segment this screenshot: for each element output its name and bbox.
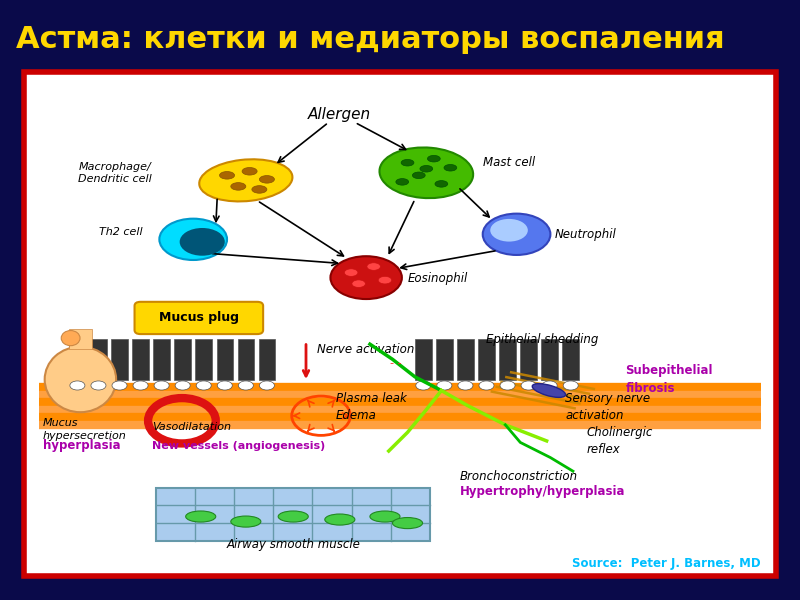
Ellipse shape: [186, 511, 216, 522]
Ellipse shape: [325, 514, 355, 525]
Bar: [154, 339, 170, 380]
Ellipse shape: [180, 228, 225, 256]
Ellipse shape: [490, 219, 528, 242]
Ellipse shape: [542, 381, 557, 390]
Ellipse shape: [367, 263, 381, 271]
Text: Sensory nerve
activation: Sensory nerve activation: [566, 392, 650, 422]
Ellipse shape: [416, 381, 431, 390]
Bar: [132, 339, 149, 380]
Ellipse shape: [521, 381, 536, 390]
Ellipse shape: [401, 160, 414, 166]
Ellipse shape: [230, 516, 261, 527]
Text: Eosinophil: Eosinophil: [407, 272, 468, 285]
Text: Neutrophil: Neutrophil: [555, 228, 617, 241]
Ellipse shape: [159, 218, 227, 260]
Bar: [436, 339, 453, 380]
Text: New vessels (angiogenesis): New vessels (angiogenesis): [152, 441, 325, 451]
Text: Mast cell: Mast cell: [482, 156, 535, 169]
Ellipse shape: [154, 381, 169, 390]
Text: Subepithelial
fibrosis: Subepithelial fibrosis: [626, 364, 713, 395]
Text: Nerve activation: Nerve activation: [318, 343, 414, 356]
Bar: [457, 339, 474, 380]
Bar: [69, 339, 86, 380]
Ellipse shape: [532, 383, 566, 397]
Ellipse shape: [230, 182, 246, 190]
Ellipse shape: [112, 381, 127, 390]
Bar: [258, 339, 275, 380]
Ellipse shape: [175, 381, 190, 390]
Ellipse shape: [482, 214, 550, 255]
Ellipse shape: [437, 381, 452, 390]
Ellipse shape: [133, 381, 148, 390]
Ellipse shape: [259, 381, 274, 390]
Text: Mucus
hypersecretion: Mucus hypersecretion: [43, 418, 126, 442]
Ellipse shape: [242, 167, 257, 175]
Ellipse shape: [420, 166, 433, 172]
Ellipse shape: [199, 159, 293, 202]
Bar: [90, 339, 106, 380]
Ellipse shape: [238, 381, 254, 390]
Ellipse shape: [396, 179, 409, 185]
Ellipse shape: [479, 381, 494, 390]
Bar: [155, 488, 430, 541]
Ellipse shape: [370, 511, 400, 522]
Ellipse shape: [91, 381, 106, 390]
Bar: [111, 339, 128, 380]
Text: Epithelial shedding: Epithelial shedding: [486, 332, 599, 346]
Ellipse shape: [379, 148, 473, 198]
Bar: [542, 339, 558, 380]
Bar: [217, 339, 233, 380]
Bar: [562, 339, 579, 380]
Text: Bronchoconstriction: Bronchoconstriction: [460, 470, 578, 483]
Text: hyperplasia: hyperplasia: [43, 439, 121, 452]
Ellipse shape: [252, 185, 267, 193]
Ellipse shape: [344, 269, 358, 277]
FancyBboxPatch shape: [134, 302, 263, 334]
Text: Allergen: Allergen: [308, 107, 371, 122]
Ellipse shape: [330, 256, 402, 299]
Text: Hypertrophy/hyperplasia: Hypertrophy/hyperplasia: [460, 485, 626, 498]
Bar: [415, 339, 431, 380]
Bar: [499, 339, 516, 380]
Ellipse shape: [427, 155, 440, 162]
Text: Airway smooth muscle: Airway smooth muscle: [226, 538, 360, 551]
Bar: [520, 339, 537, 380]
Ellipse shape: [393, 518, 422, 529]
Text: - -: - -: [390, 358, 402, 368]
FancyBboxPatch shape: [24, 72, 776, 576]
Text: Mucus plug: Mucus plug: [159, 311, 239, 325]
Ellipse shape: [435, 181, 448, 187]
Ellipse shape: [218, 381, 232, 390]
Ellipse shape: [563, 381, 578, 390]
Bar: [238, 339, 254, 380]
Text: Macrophage/
Dendritic cell: Macrophage/ Dendritic cell: [78, 161, 152, 184]
Text: Астма: клетки и медиаторы воспаления: Астма: клетки и медиаторы воспаления: [16, 25, 725, 54]
Ellipse shape: [219, 172, 234, 179]
Ellipse shape: [444, 164, 457, 171]
Ellipse shape: [196, 381, 211, 390]
Text: Th2 cell: Th2 cell: [99, 227, 143, 237]
Ellipse shape: [500, 381, 515, 390]
Text: Cholinergic
reflex: Cholinergic reflex: [586, 426, 653, 456]
Bar: [478, 339, 494, 380]
Ellipse shape: [70, 381, 85, 390]
Ellipse shape: [458, 381, 473, 390]
Ellipse shape: [378, 277, 392, 284]
Ellipse shape: [352, 280, 366, 287]
Bar: [174, 339, 191, 380]
Text: Source:  Peter J. Barnes, MD: Source: Peter J. Barnes, MD: [572, 557, 761, 570]
Bar: [69, 329, 92, 349]
Ellipse shape: [62, 331, 80, 346]
Text: Plasma leak
Edema: Plasma leak Edema: [336, 392, 407, 422]
Ellipse shape: [45, 347, 116, 412]
Ellipse shape: [413, 172, 425, 179]
Ellipse shape: [259, 176, 274, 183]
Text: Vasodilatation: Vasodilatation: [152, 422, 231, 433]
Bar: [195, 339, 212, 380]
Ellipse shape: [278, 511, 308, 522]
